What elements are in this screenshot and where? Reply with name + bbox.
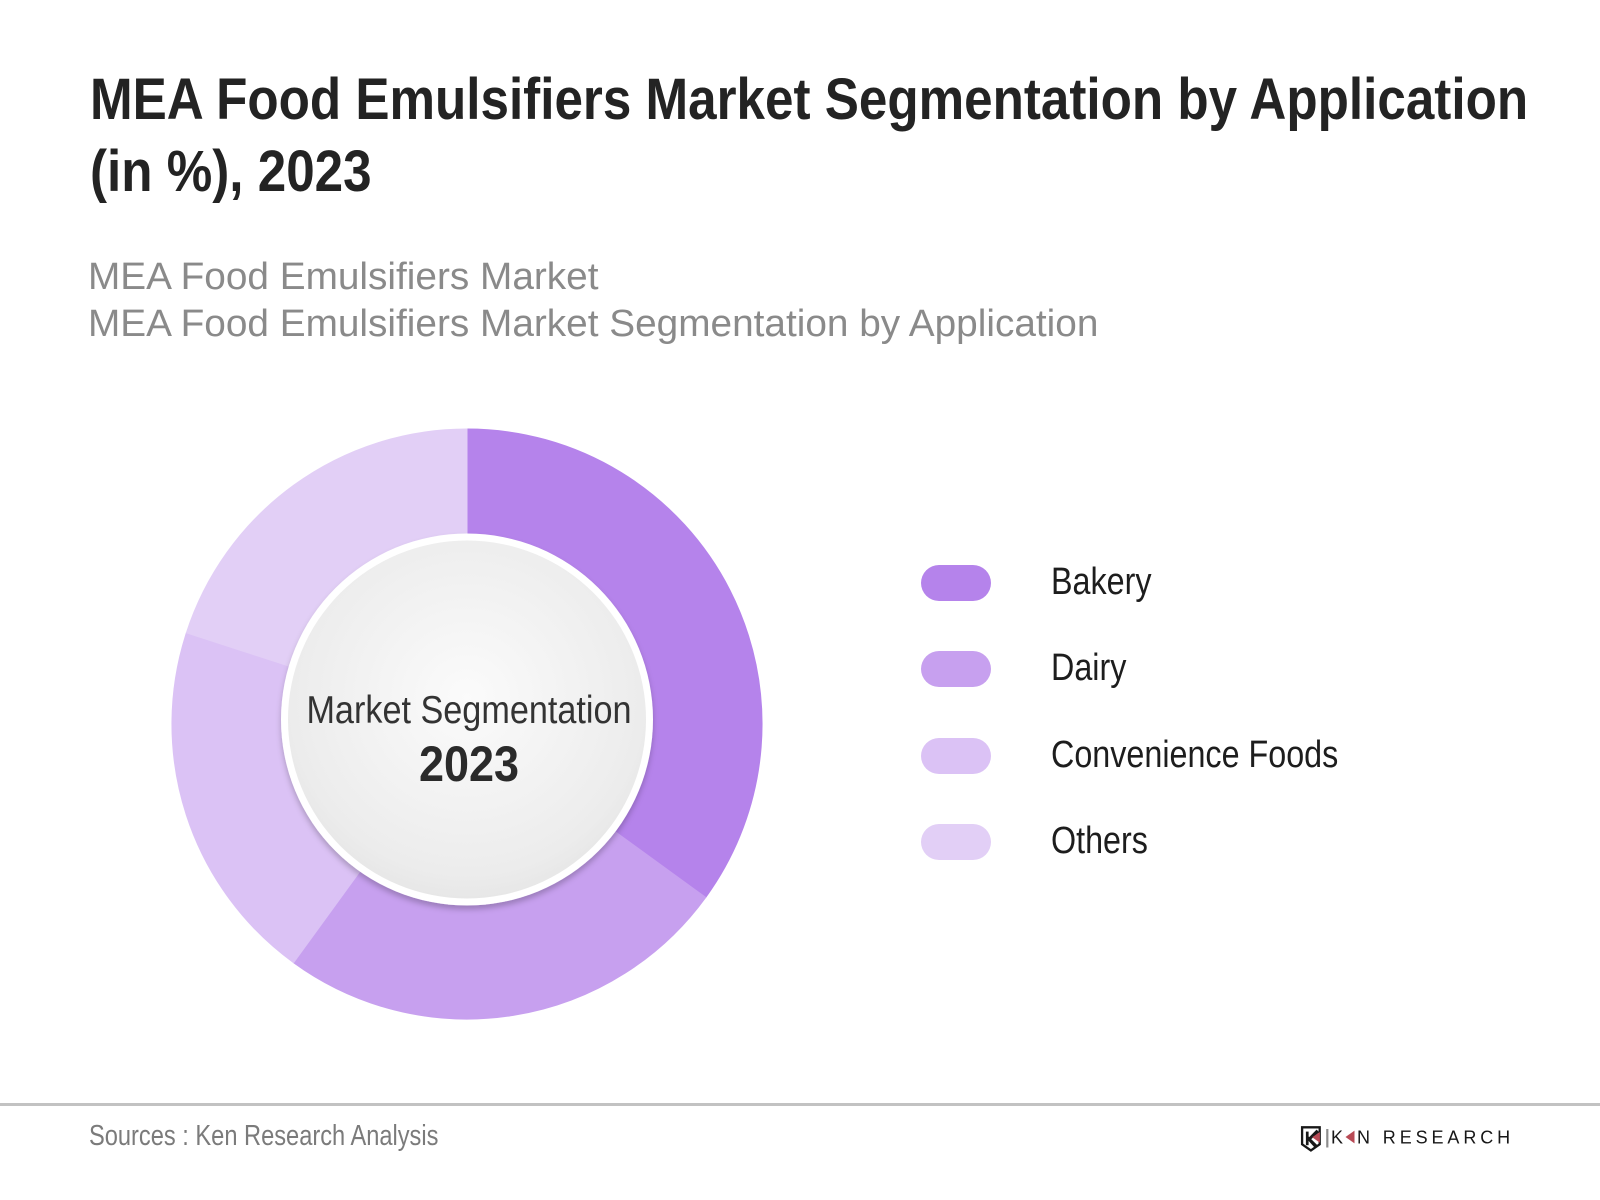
- svg-text:K: K: [1331, 1128, 1347, 1148]
- svg-text:N RESEARCH: N RESEARCH: [1357, 1128, 1512, 1148]
